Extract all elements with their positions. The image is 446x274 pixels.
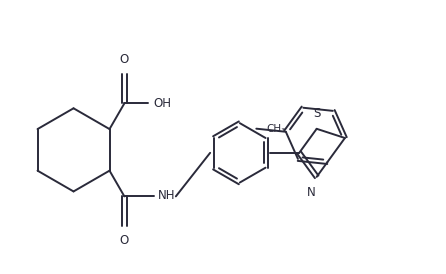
Text: OH: OH xyxy=(153,97,171,110)
Text: CH₃: CH₃ xyxy=(266,124,285,134)
Text: N: N xyxy=(307,186,316,199)
Text: NH: NH xyxy=(158,189,176,202)
Text: O: O xyxy=(120,53,129,66)
Text: O: O xyxy=(120,234,129,247)
Text: S: S xyxy=(313,107,320,120)
